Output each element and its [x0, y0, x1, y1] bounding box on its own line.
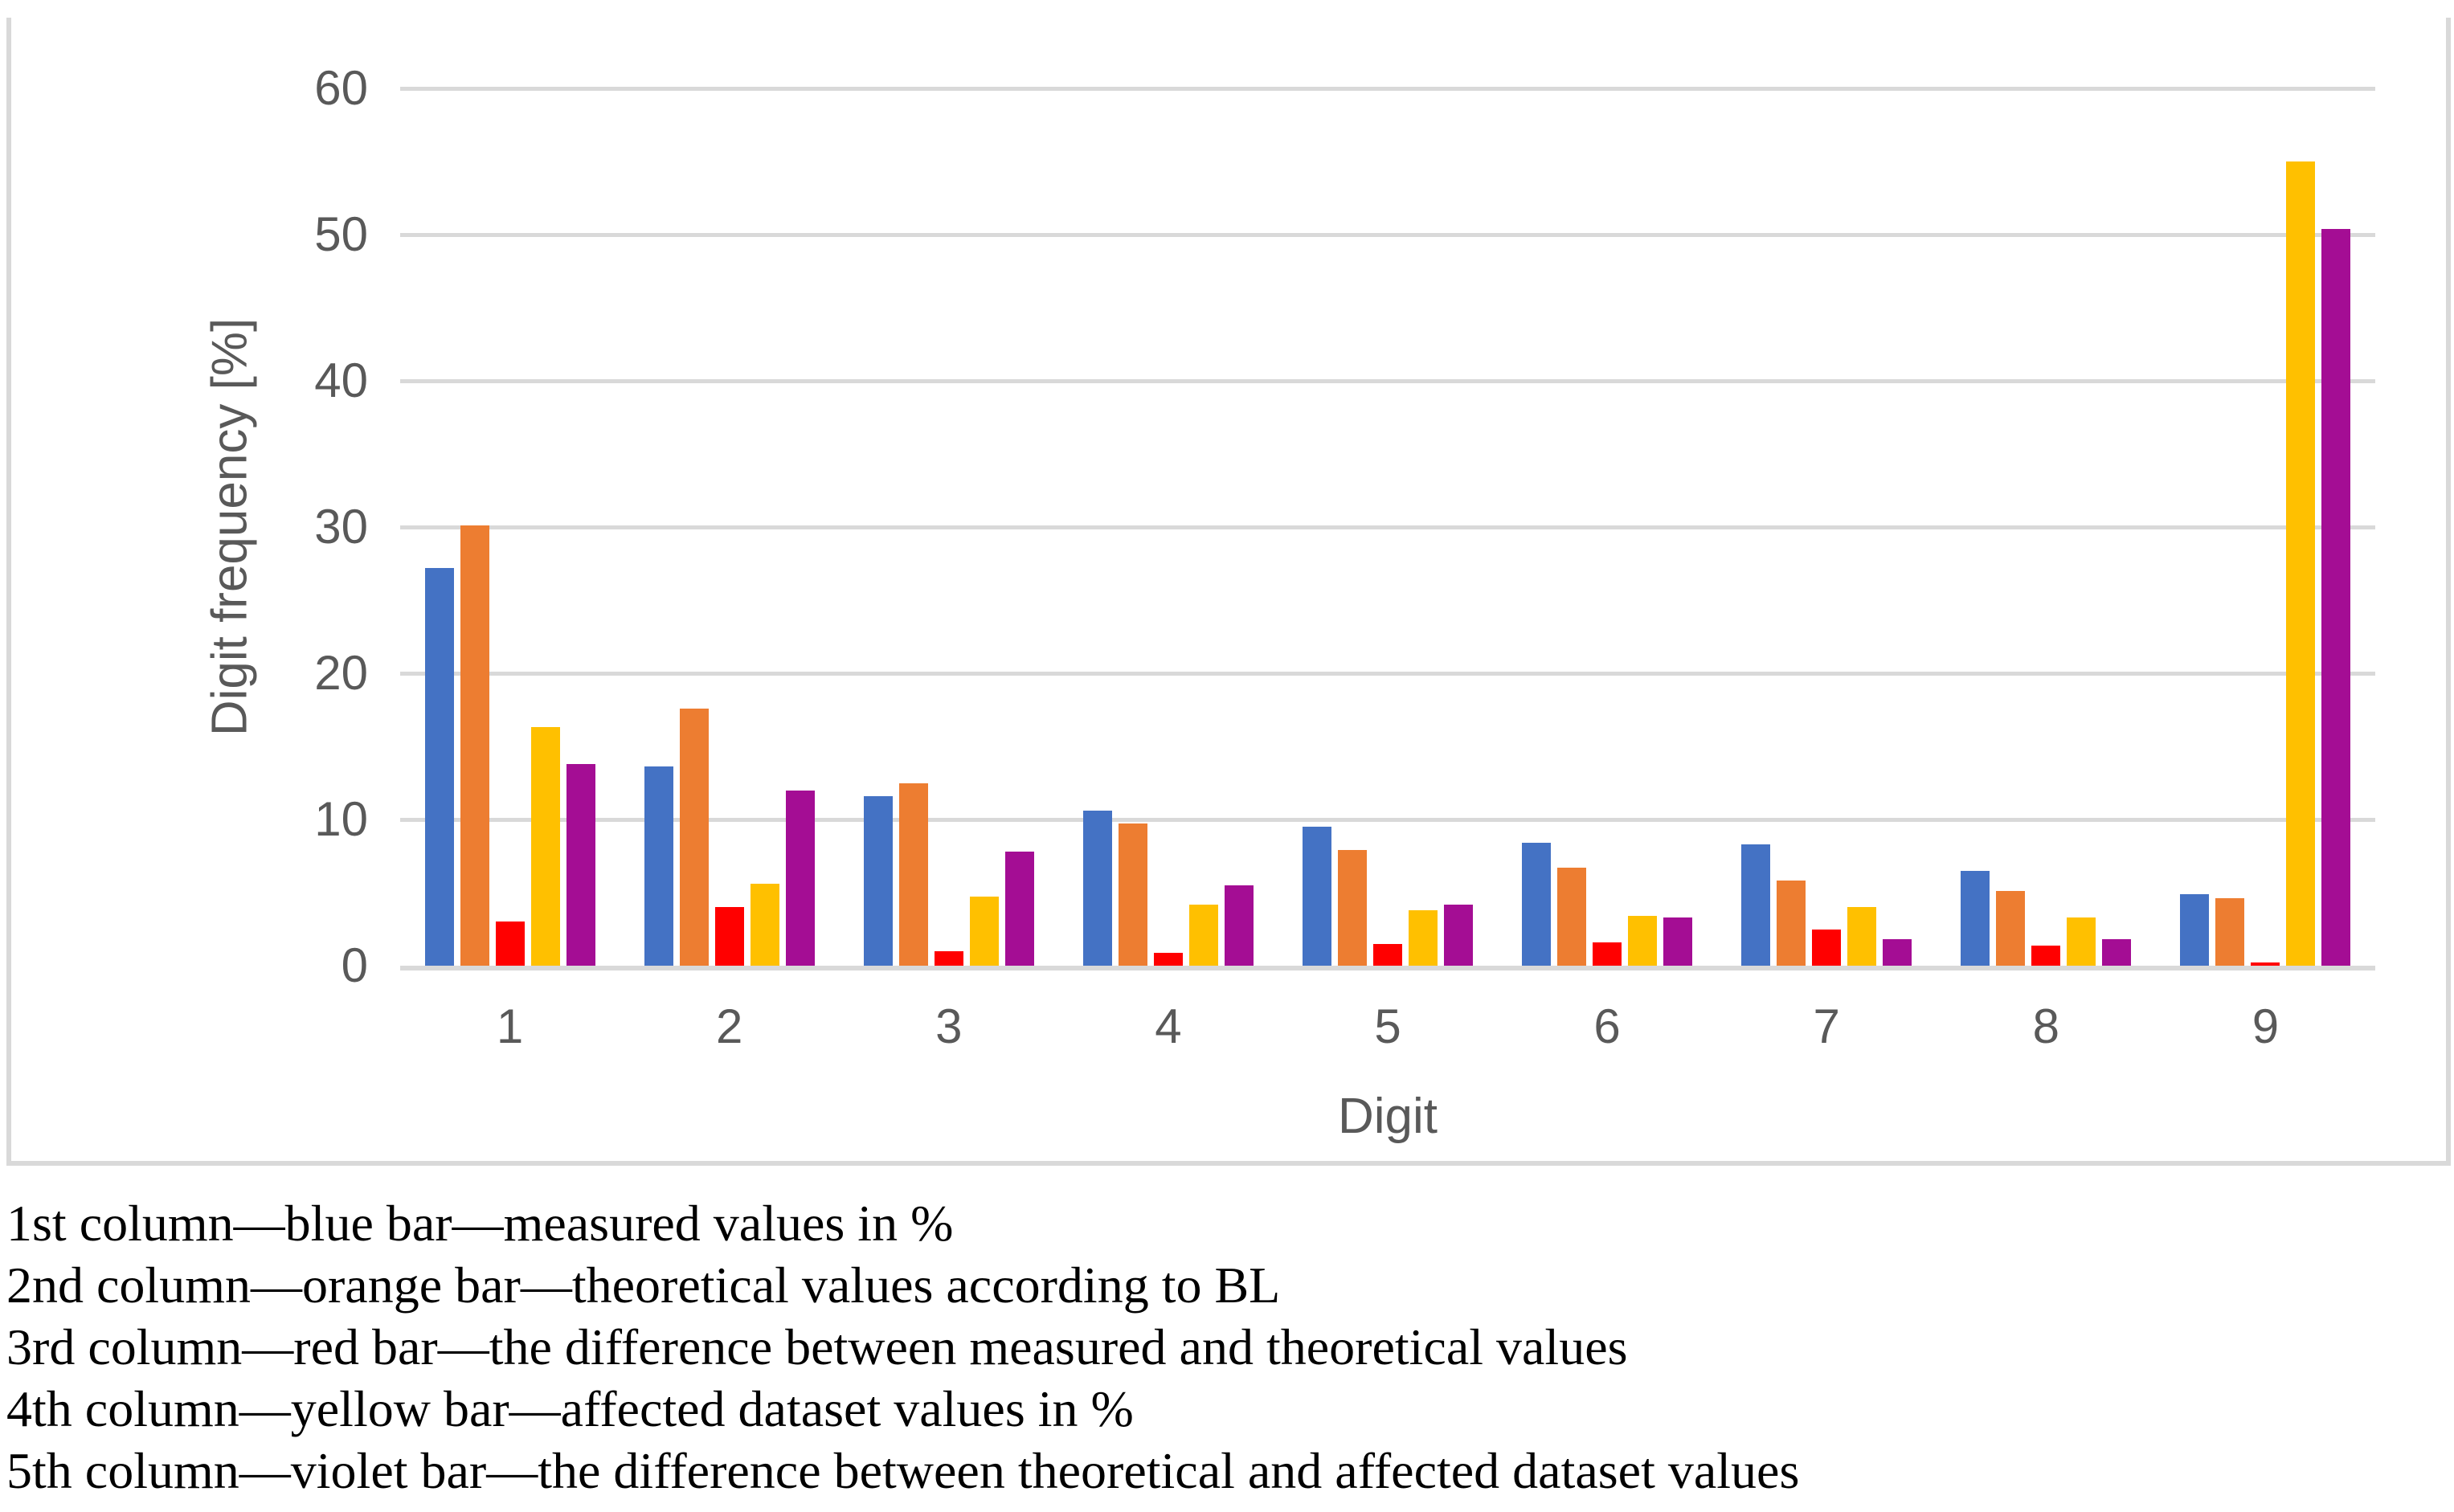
bar-group-digit-8	[1937, 88, 2156, 966]
y-tick-label-30: 30	[314, 500, 368, 554]
bar-measured-digit-7	[1741, 844, 1771, 966]
bar-diff-measured-theoretical-digit-2	[714, 907, 744, 966]
x-tick-label-2: 2	[715, 999, 743, 1053]
bar-theoretical-digit-3	[898, 783, 928, 966]
bar-affected-digit-9	[2286, 161, 2316, 966]
bar-diff-measured-theoretical-digit-3	[934, 950, 963, 966]
bar-group-digit-5	[1278, 88, 1497, 966]
x-tick-label-3: 3	[935, 999, 963, 1053]
gridline-50	[400, 233, 2375, 237]
caption-line-1: 1st column—blue bar—measured values in %	[6, 1195, 954, 1252]
x-tick-label-5: 5	[1374, 999, 1401, 1053]
bar-measured-digit-9	[2180, 893, 2210, 966]
bar-group-digit-3	[839, 88, 1058, 966]
y-tick-label-0: 0	[341, 938, 368, 992]
caption-line-5: 5th column—violet bar—the difference bet…	[6, 1442, 1800, 1499]
bar-diff-theoretical-affected-digit-7	[1883, 939, 1912, 966]
bar-group-digit-1	[400, 88, 620, 966]
caption-line-3: 3rd column—red bar—the difference betwee…	[6, 1318, 1628, 1375]
bar-measured-digit-5	[1302, 827, 1331, 966]
plot-area	[400, 87, 2375, 971]
bar-diff-theoretical-affected-digit-8	[2102, 939, 2132, 966]
bar-diff-measured-theoretical-digit-4	[1153, 952, 1183, 966]
y-tick-label-40: 40	[314, 353, 368, 407]
bar-measured-digit-8	[1961, 870, 1990, 966]
gridline-30	[400, 525, 2375, 529]
bar-diff-measured-theoretical-digit-8	[2031, 945, 2061, 966]
bar-affected-digit-8	[2067, 917, 2096, 966]
figure-caption: 1st column—blue bar—measured values in %…	[6, 1192, 2449, 1502]
gridline-0	[400, 966, 2375, 971]
bar-diff-theoretical-affected-digit-4	[1224, 885, 1254, 966]
y-tick-label-20: 20	[314, 646, 368, 700]
bar-measured-digit-2	[644, 766, 673, 966]
bar-diff-theoretical-affected-digit-2	[785, 790, 815, 966]
x-tick-label-1: 1	[496, 999, 524, 1053]
bar-group-digit-6	[1498, 88, 1717, 966]
bar-affected-digit-1	[530, 727, 560, 966]
bar-theoretical-digit-1	[460, 525, 489, 966]
bar-diff-theoretical-affected-digit-9	[2321, 228, 2351, 966]
x-axis-title: Digit	[1337, 1089, 1438, 1144]
y-tick-label-60: 60	[314, 61, 368, 115]
bar-diff-measured-theoretical-digit-6	[1593, 942, 1622, 966]
bar-theoretical-digit-7	[1777, 881, 1806, 966]
bar-group-digit-9	[2156, 88, 2375, 966]
gridline-40	[400, 379, 2375, 383]
bar-theoretical-digit-5	[1337, 850, 1367, 966]
x-tick-label-8: 8	[2032, 999, 2060, 1053]
bar-affected-digit-6	[1628, 916, 1658, 966]
caption-line-4: 4th column—yellow bar—affected dataset v…	[6, 1380, 1134, 1437]
bar-affected-digit-4	[1188, 904, 1218, 966]
bar-measured-digit-6	[1522, 843, 1552, 966]
bar-group-digit-7	[1717, 88, 1937, 966]
bar-theoretical-digit-6	[1557, 868, 1587, 966]
bar-measured-digit-4	[1082, 811, 1112, 966]
bar-diff-measured-theoretical-digit-7	[1812, 929, 1842, 966]
y-tick-label-50: 50	[314, 207, 368, 261]
bar-diff-theoretical-affected-digit-6	[1663, 917, 1693, 966]
bar-affected-digit-3	[969, 897, 999, 966]
bar-theoretical-digit-2	[679, 708, 709, 966]
x-tick-label-6: 6	[1593, 999, 1621, 1053]
x-tick-label-4: 4	[1155, 999, 1182, 1053]
bar-diff-theoretical-affected-digit-1	[566, 763, 595, 966]
caption-line-2: 2nd column—orange bar—theoretical values…	[6, 1257, 1281, 1314]
gridline-10	[400, 818, 2375, 822]
gridline-20	[400, 672, 2375, 676]
bar-affected-digit-5	[1408, 909, 1438, 966]
bar-groups	[400, 88, 2375, 966]
bar-diff-theoretical-affected-digit-5	[1443, 904, 1473, 966]
bar-diff-measured-theoretical-digit-9	[2251, 962, 2280, 966]
x-tick-label-7: 7	[1813, 999, 1840, 1053]
bar-measured-digit-3	[863, 795, 893, 966]
bar-theoretical-digit-8	[1996, 891, 2026, 966]
bar-affected-digit-2	[750, 884, 779, 966]
bar-group-digit-4	[1058, 88, 1278, 966]
x-tick-label-9: 9	[2252, 999, 2280, 1053]
bar-theoretical-digit-4	[1118, 823, 1147, 966]
gridline-60	[400, 87, 2375, 91]
y-tick-label-10: 10	[314, 792, 368, 846]
bar-theoretical-digit-9	[2215, 898, 2245, 966]
bar-group-digit-2	[620, 88, 839, 966]
bar-affected-digit-7	[1847, 907, 1877, 966]
bar-measured-digit-1	[424, 567, 454, 966]
bar-diff-measured-theoretical-digit-1	[495, 922, 525, 966]
bar-diff-measured-theoretical-digit-5	[1372, 943, 1402, 966]
bar-diff-theoretical-affected-digit-3	[1004, 852, 1034, 966]
